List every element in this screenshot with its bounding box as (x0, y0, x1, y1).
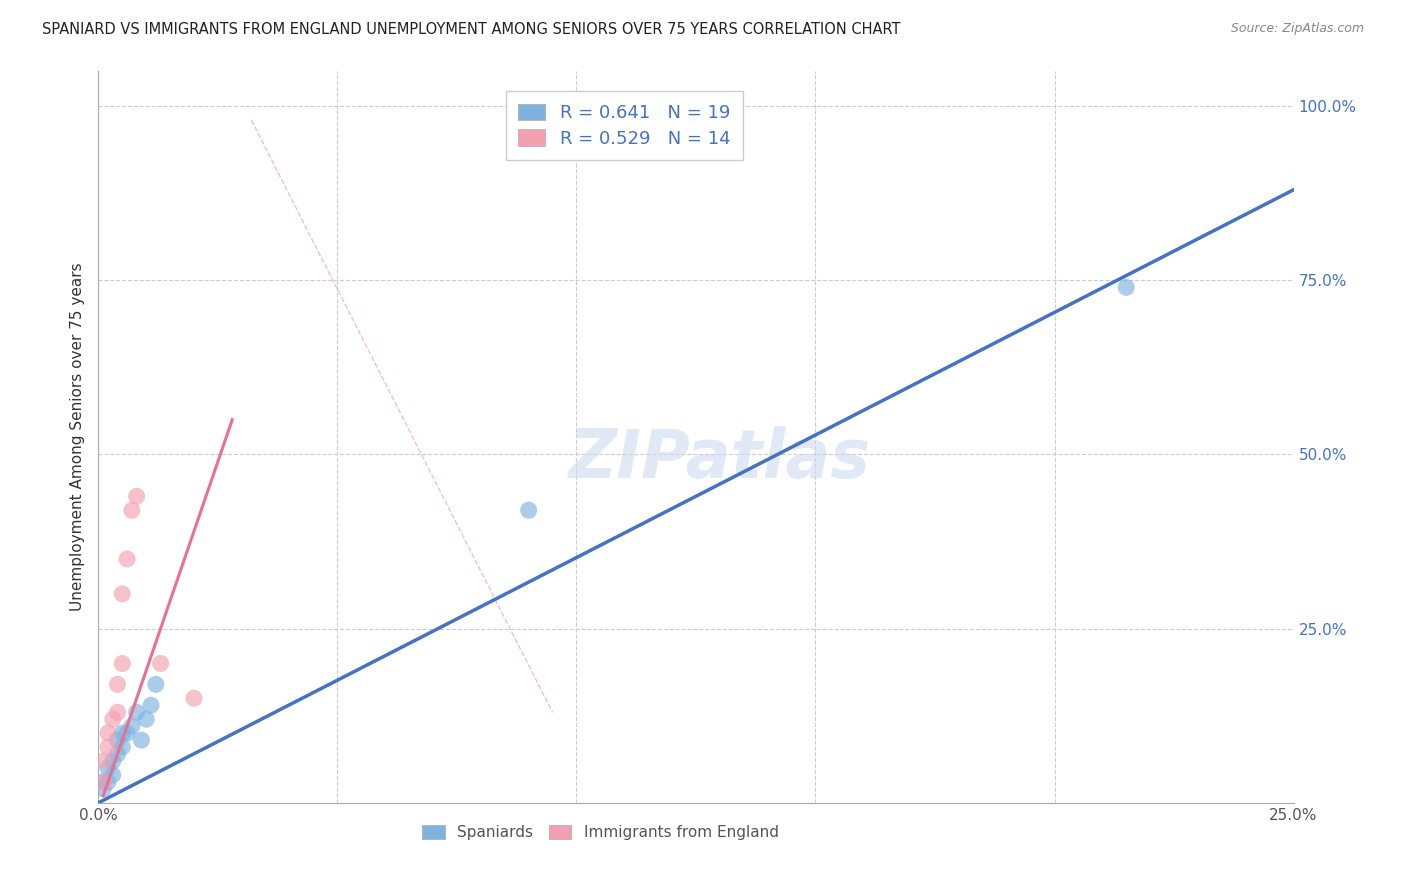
Point (149, 657, 172, 671)
Point (91, 775, 114, 789)
Point (91, 781, 114, 796)
Point (107, 733, 129, 747)
Point (101, 768, 124, 782)
Point (97, 761, 120, 775)
Point (111, 740, 134, 755)
Text: Source: ZipAtlas.com: Source: ZipAtlas.com (1230, 22, 1364, 36)
Point (121, 503, 143, 517)
Point (91, 775, 114, 789)
Text: ZIPatlas: ZIPatlas (569, 426, 870, 492)
Point (107, 677, 129, 691)
Point (101, 712, 124, 726)
Point (135, 712, 157, 726)
Point (121, 719, 143, 733)
Y-axis label: Unemployment Among Seniors over 75 years: Unemployment Among Seniors over 75 years (69, 263, 84, 611)
Point (97, 726, 120, 740)
Point (125, 489, 148, 503)
Point (107, 747, 129, 761)
Point (101, 754, 124, 768)
Point (131, 733, 153, 747)
Point (115, 726, 138, 740)
Point (97, 740, 120, 755)
Text: SPANIARD VS IMMIGRANTS FROM ENGLAND UNEMPLOYMENT AMONG SENIORS OVER 75 YEARS COR: SPANIARD VS IMMIGRANTS FROM ENGLAND UNEM… (42, 22, 901, 37)
Point (111, 657, 134, 671)
Point (125, 705, 148, 719)
Point (183, 691, 205, 706)
Legend: Spaniards, Immigrants from England: Spaniards, Immigrants from England (416, 819, 785, 847)
Point (91, 754, 114, 768)
Point (517, 503, 540, 517)
Point (111, 726, 134, 740)
Point (107, 705, 129, 719)
Point (115, 552, 138, 566)
Point (145, 677, 167, 691)
Point (1115, 280, 1137, 294)
Point (139, 698, 162, 713)
Point (97, 775, 120, 789)
Point (111, 587, 134, 601)
